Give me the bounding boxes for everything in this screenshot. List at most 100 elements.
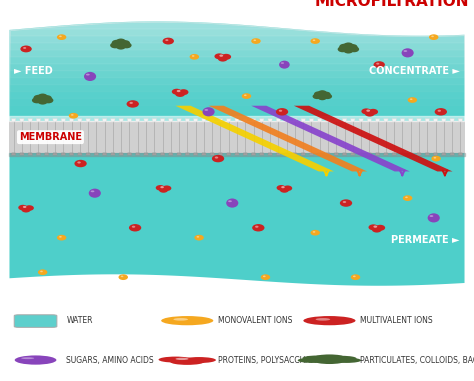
Polygon shape xyxy=(359,153,364,155)
Circle shape xyxy=(218,56,228,62)
Polygon shape xyxy=(69,153,74,155)
Circle shape xyxy=(327,356,356,361)
Polygon shape xyxy=(45,118,49,122)
Ellipse shape xyxy=(202,107,215,116)
Circle shape xyxy=(280,187,289,193)
Circle shape xyxy=(343,201,346,203)
Ellipse shape xyxy=(281,62,284,64)
Polygon shape xyxy=(359,118,364,122)
Polygon shape xyxy=(175,106,334,171)
Polygon shape xyxy=(342,153,347,155)
Circle shape xyxy=(132,226,135,228)
Polygon shape xyxy=(375,118,380,122)
Circle shape xyxy=(214,53,224,59)
Circle shape xyxy=(319,94,326,98)
Circle shape xyxy=(251,38,261,44)
Circle shape xyxy=(182,357,216,363)
Polygon shape xyxy=(294,106,453,171)
Circle shape xyxy=(276,108,288,115)
Text: MICROFILTRATION: MICROFILTRATION xyxy=(315,0,469,8)
Polygon shape xyxy=(450,118,455,122)
Circle shape xyxy=(77,162,81,163)
Circle shape xyxy=(215,157,218,158)
Circle shape xyxy=(318,358,341,362)
Circle shape xyxy=(37,94,48,99)
Circle shape xyxy=(281,186,285,188)
Circle shape xyxy=(112,40,122,46)
Circle shape xyxy=(375,225,385,231)
Circle shape xyxy=(129,224,141,232)
Circle shape xyxy=(42,95,52,101)
Circle shape xyxy=(173,318,188,321)
Circle shape xyxy=(351,274,360,280)
Text: MEMBRANE: MEMBRANE xyxy=(19,132,82,142)
Polygon shape xyxy=(309,153,314,155)
Polygon shape xyxy=(417,153,421,155)
Text: PROTEINS, POLYSACCHARIDES: PROTEINS, POLYSACCHARIDES xyxy=(218,355,334,365)
Polygon shape xyxy=(86,118,91,122)
Polygon shape xyxy=(61,118,65,122)
Ellipse shape xyxy=(403,50,407,52)
Circle shape xyxy=(57,34,66,40)
Polygon shape xyxy=(53,118,57,122)
Polygon shape xyxy=(169,153,173,155)
Polygon shape xyxy=(185,153,190,155)
Polygon shape xyxy=(160,153,165,155)
Circle shape xyxy=(318,95,327,100)
Polygon shape xyxy=(251,153,256,155)
Polygon shape xyxy=(144,118,148,122)
Circle shape xyxy=(163,38,174,45)
Polygon shape xyxy=(210,153,214,155)
Circle shape xyxy=(303,316,356,325)
Polygon shape xyxy=(9,122,465,153)
Polygon shape xyxy=(119,153,123,155)
Circle shape xyxy=(361,108,371,114)
Polygon shape xyxy=(201,153,206,155)
Polygon shape xyxy=(218,153,223,155)
Circle shape xyxy=(372,227,382,232)
Circle shape xyxy=(71,114,73,116)
Circle shape xyxy=(368,109,378,115)
Polygon shape xyxy=(136,153,140,155)
Circle shape xyxy=(59,236,62,238)
Polygon shape xyxy=(210,118,214,122)
Polygon shape xyxy=(392,153,396,155)
Circle shape xyxy=(162,186,171,191)
Circle shape xyxy=(298,358,327,363)
Circle shape xyxy=(244,94,246,96)
Polygon shape xyxy=(326,118,330,122)
Polygon shape xyxy=(9,21,465,286)
Polygon shape xyxy=(392,118,396,122)
Circle shape xyxy=(431,35,434,37)
Polygon shape xyxy=(193,153,198,155)
Polygon shape xyxy=(251,118,256,122)
Text: ► FEED: ► FEED xyxy=(14,66,53,77)
Circle shape xyxy=(340,199,352,207)
Polygon shape xyxy=(450,153,455,155)
Ellipse shape xyxy=(428,213,440,223)
Polygon shape xyxy=(375,153,380,155)
Circle shape xyxy=(279,110,282,112)
Circle shape xyxy=(44,97,54,103)
Polygon shape xyxy=(185,118,190,122)
Polygon shape xyxy=(193,118,198,122)
Circle shape xyxy=(321,91,331,97)
Ellipse shape xyxy=(15,355,56,365)
Polygon shape xyxy=(127,118,132,122)
Polygon shape xyxy=(276,118,281,122)
Polygon shape xyxy=(86,153,91,155)
Polygon shape xyxy=(94,153,99,155)
Ellipse shape xyxy=(86,74,90,75)
Circle shape xyxy=(343,42,354,48)
Ellipse shape xyxy=(204,109,208,111)
Circle shape xyxy=(192,55,194,57)
Circle shape xyxy=(410,98,412,100)
Polygon shape xyxy=(227,118,231,122)
Polygon shape xyxy=(45,153,49,155)
Circle shape xyxy=(179,89,189,95)
Circle shape xyxy=(314,91,323,97)
Circle shape xyxy=(120,40,130,46)
Polygon shape xyxy=(127,153,132,155)
Polygon shape xyxy=(28,118,32,122)
Circle shape xyxy=(25,205,34,211)
